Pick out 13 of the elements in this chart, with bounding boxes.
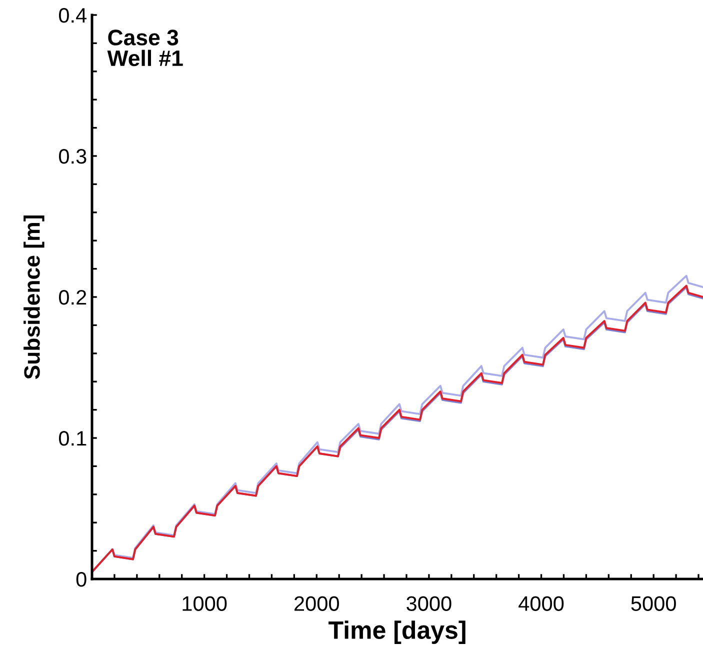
y-tick-label: 0.1 [58, 431, 86, 446]
x-tick-label: 4000 [518, 596, 564, 611]
x-tick-label: 3000 [406, 596, 452, 611]
y-tick-label: 0.3 [58, 149, 86, 164]
x-tick-label: 2000 [294, 596, 339, 611]
y-tick-label: 0 [76, 572, 86, 587]
x-axis-title: Time [days] [328, 620, 466, 644]
annotation: Case 3 Well #1 [107, 30, 183, 66]
x-tick-label: 5000 [631, 596, 676, 611]
x-tick-label: 1000 [182, 596, 227, 611]
y-tick-label: 0.4 [58, 8, 87, 23]
y-tick-label: 0.2 [58, 290, 86, 305]
y-axis-title: Subsidence [m] [24, 216, 44, 380]
